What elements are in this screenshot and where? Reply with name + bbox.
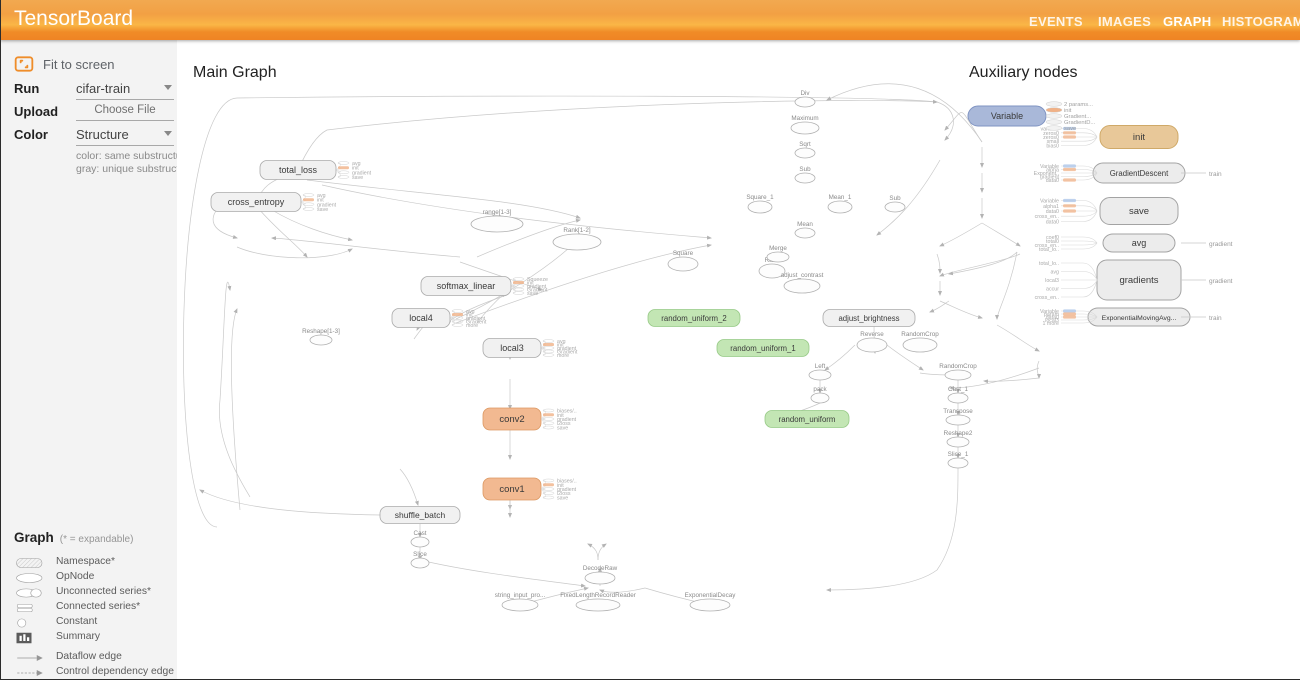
svg-text:Sqrt: Sqrt [799,141,811,148]
svg-text:total_loss: total_loss [279,165,318,175]
svg-text:pack: pack [813,386,827,393]
svg-text:Reshape2: Reshape2 [944,430,973,437]
svg-text:gradient: gradient [1209,278,1233,285]
svg-text:Slice: Slice [413,551,427,558]
svg-text:RandomCrop: RandomCrop [939,363,977,370]
svg-text:Square: Square [673,250,694,257]
svg-text:random_uniform_2: random_uniform_2 [661,314,726,323]
svg-text:ExponentialDecay: ExponentialDecay [685,592,737,599]
svg-text:data0: data0 [1046,220,1059,226]
svg-text:Cast_1: Cast_1 [948,386,968,393]
svg-text:avg: avg [1132,238,1147,248]
svg-text:Reverse: Reverse [860,331,884,338]
svg-text:total_lo..: total_lo.. [1039,247,1059,253]
svg-text:ExponentialMovingAvg...: ExponentialMovingAvg... [1102,315,1177,322]
svg-text:1 more: 1 more [1043,321,1060,327]
svg-text:save: save [1064,126,1076,132]
svg-text:FixedLengthRecordReader: FixedLengthRecordReader [560,592,636,599]
svg-text:train: train [1209,315,1222,322]
svg-text:softmax_linear: softmax_linear [437,281,496,291]
svg-text:Square_1: Square_1 [746,194,774,201]
svg-text:Rank[1-2]: Rank[1-2] [563,227,591,234]
svg-text:more: more [466,323,478,329]
svg-text:Mean: Mean [797,221,813,228]
svg-text:random_uniform: random_uniform [779,415,836,424]
svg-text:shuffle_batch: shuffle_batch [395,510,446,520]
svg-text:bias0: bias0 [1046,144,1059,150]
svg-text:save: save [1129,206,1149,217]
svg-text:Sub: Sub [889,195,901,202]
svg-text:save: save [317,207,328,213]
svg-text:save: save [352,175,363,181]
svg-text:Merge: Merge [769,245,787,252]
svg-text:RandomCrop: RandomCrop [901,331,939,338]
svg-text:Maximum: Maximum [791,115,818,122]
svg-text:init: init [1133,132,1146,143]
svg-text:avg: avg [1050,270,1059,276]
svg-text:conv2: conv2 [499,414,524,425]
svg-text:Transpose: Transpose [943,408,973,415]
svg-text:train: train [1209,171,1222,178]
svg-text:random_uniform_1: random_uniform_1 [730,344,795,353]
svg-text:local3: local3 [500,343,524,353]
svg-text:total_lo..: total_lo.. [1039,261,1059,267]
svg-text:cross_entropy: cross_entropy [228,197,285,207]
svg-text:Slice_1: Slice_1 [948,451,969,458]
svg-text:Cast: Cast [414,530,427,537]
svg-text:range[1-3]: range[1-3] [483,209,512,216]
svg-text:adjust_brightness: adjust_brightness [838,314,899,323]
svg-text:more: more [557,353,569,359]
svg-text:save: save [557,426,568,432]
svg-text:save: save [557,496,568,502]
svg-text:Variable: Variable [991,111,1023,121]
svg-text:adjust_contrast: adjust_contrast [781,272,824,279]
svg-text:gradients: gradients [1119,275,1158,286]
svg-text:save: save [527,291,538,297]
svg-text:Mean_1: Mean_1 [829,194,852,201]
svg-text:gradient: gradient [1209,241,1233,248]
svg-text:Left: Left [815,363,826,370]
svg-text:Reshape[1-3]: Reshape[1-3] [302,328,340,335]
svg-text:DecodeRaw: DecodeRaw [583,565,618,572]
svg-text:accur: accur [1046,287,1059,293]
svg-text:conv1: conv1 [499,484,524,495]
svg-text:cross_en..: cross_en.. [1035,295,1059,301]
svg-text:GradientDescent: GradientDescent [1110,169,1169,178]
svg-text:local4: local4 [409,313,433,323]
svg-text:Div: Div [800,90,810,97]
svg-text:local3: local3 [1045,278,1059,284]
svg-text:data0: data0 [1046,178,1059,184]
svg-text:string_input_pro...: string_input_pro... [495,592,546,599]
svg-text:Sub: Sub [799,166,811,173]
